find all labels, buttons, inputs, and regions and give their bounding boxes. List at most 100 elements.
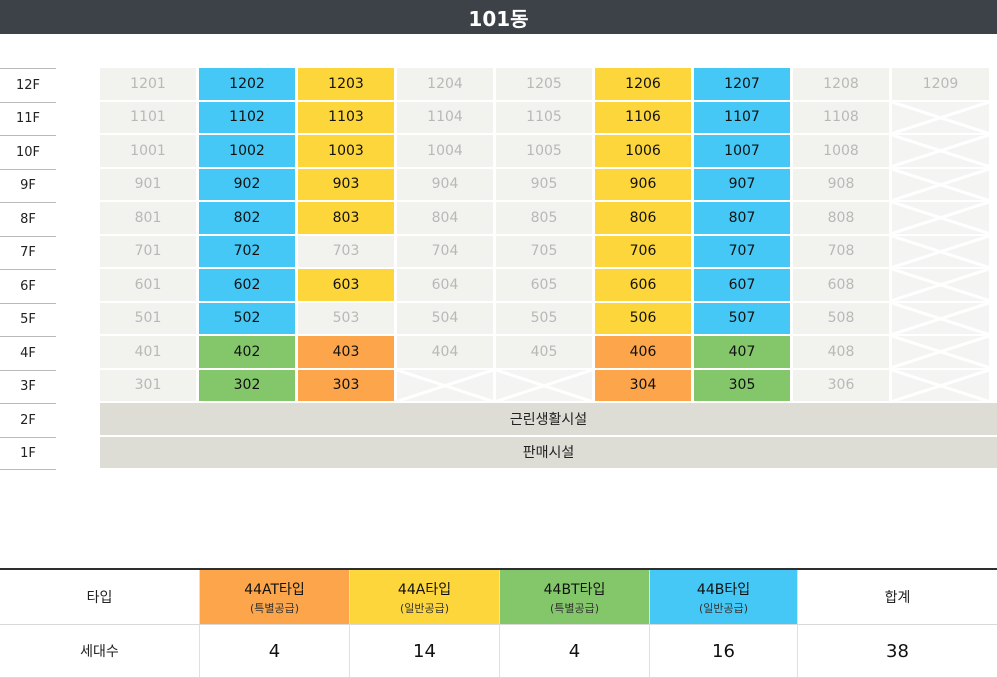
count-header: 세대수 bbox=[0, 625, 200, 677]
cross-icon bbox=[892, 102, 989, 134]
floor-row: 601 602 603 604 605 606 607 608 bbox=[100, 269, 997, 303]
unit-cell: 405 bbox=[496, 336, 592, 368]
cross-icon bbox=[892, 269, 989, 301]
floor-label: 3F bbox=[0, 369, 56, 404]
cross-icon bbox=[892, 336, 989, 368]
unit-cell-44B: 802 bbox=[199, 202, 295, 234]
unit-cell: 908 bbox=[793, 168, 889, 200]
unit-cell-44B: 907 bbox=[694, 168, 790, 200]
empty-unit-cell bbox=[892, 302, 989, 334]
unit-count: 16 bbox=[712, 640, 735, 662]
unit-cell: 1101 bbox=[100, 101, 196, 133]
type-supply: (일반공급) bbox=[698, 601, 749, 615]
facility-row: 판매시설 bbox=[100, 436, 997, 471]
facility-row: 근린생활시설 bbox=[100, 403, 997, 437]
unit-cell: 1201 bbox=[100, 68, 196, 100]
unit-cell-44A: 606 bbox=[595, 269, 691, 301]
unit-cell-44AT: 403 bbox=[298, 336, 394, 368]
floor-label: 8F bbox=[0, 202, 56, 236]
cross-icon bbox=[892, 236, 989, 268]
unit-cell: 904 bbox=[397, 168, 493, 200]
floor-row: 401 402 403 404 405 406 407 408 bbox=[100, 336, 997, 370]
unit-cell: 601 bbox=[100, 269, 196, 301]
type-name: 44A타입 bbox=[397, 581, 452, 598]
cross-icon bbox=[397, 370, 493, 402]
floor-label: 5F bbox=[0, 302, 56, 337]
floor-label: 9F bbox=[0, 168, 56, 203]
cross-icon bbox=[892, 135, 989, 167]
unit-cell: 1001 bbox=[100, 135, 196, 167]
count-cell-44BT: 4 bbox=[500, 625, 650, 677]
unit-cell: 503 bbox=[298, 302, 394, 334]
type-header: 타입 bbox=[0, 570, 200, 624]
unit-cell: 801 bbox=[100, 202, 196, 234]
floor-label: 12F bbox=[0, 68, 56, 102]
type-cell-44B: 44B타입 (일반공급) bbox=[650, 570, 798, 624]
floor-row: 901 902 903 904 905 906 907 908 bbox=[100, 168, 997, 203]
empty-unit-cell bbox=[892, 135, 989, 167]
unit-cell-44AT: 303 bbox=[298, 369, 394, 401]
type-cell-44A: 44A타입 (일반공급) bbox=[350, 570, 500, 624]
unit-cell: 306 bbox=[793, 369, 889, 401]
unit-cell-44B: 1107 bbox=[694, 101, 790, 133]
total-header: 합계 bbox=[884, 590, 911, 606]
unit-cell-44A: 1103 bbox=[298, 101, 394, 133]
unit-cell: 701 bbox=[100, 235, 196, 267]
unit-cell-44B: 1102 bbox=[199, 101, 295, 133]
unit-cell: 1108 bbox=[793, 101, 889, 133]
type-name: 44AT타입 bbox=[244, 581, 305, 598]
unit-cell-44A: 1006 bbox=[595, 135, 691, 167]
unit-cell: 1204 bbox=[397, 68, 493, 100]
unit-cell: 704 bbox=[397, 235, 493, 267]
unit-cell-44A: 706 bbox=[595, 235, 691, 267]
empty-unit-cell bbox=[892, 269, 989, 301]
count-cell-44B: 16 bbox=[650, 625, 798, 677]
empty-unit-cell bbox=[892, 235, 989, 268]
unit-cell-44A: 1106 bbox=[595, 101, 691, 133]
cross-icon bbox=[892, 370, 989, 402]
unit-cell-44B: 702 bbox=[199, 235, 295, 267]
unit-cell: 905 bbox=[496, 168, 592, 200]
unit-cell-44BT: 407 bbox=[694, 336, 790, 368]
unit-cell-44B: 1202 bbox=[199, 68, 295, 100]
summary-table: 타입 44AT타입 (특별공급) 44A타입 (일반공급) 44BT타입 (특별공급) 44… bbox=[0, 568, 997, 678]
unit-cell-44A: 806 bbox=[595, 202, 691, 234]
unit-cell-44BT: 305 bbox=[694, 369, 790, 401]
floor-labels: 12F 11F 10F 9F 8F 7F 6F 5F 4F 3F 2F 1F bbox=[0, 68, 56, 470]
empty-unit-cell bbox=[892, 168, 989, 200]
facility-label: 근린생활시설 bbox=[100, 403, 997, 435]
unit-cell-44B: 902 bbox=[199, 168, 295, 200]
type-supply: (특별공급) bbox=[549, 601, 600, 615]
unit-cell: 401 bbox=[100, 336, 196, 368]
cross-icon bbox=[496, 370, 592, 402]
unit-cell: 604 bbox=[397, 269, 493, 301]
unit-cell: 703 bbox=[298, 235, 394, 267]
unit-cell-44AT: 406 bbox=[595, 336, 691, 368]
total-count: 38 bbox=[798, 625, 997, 677]
unit-cell-44A: 1206 bbox=[595, 68, 691, 100]
unit-cell: 504 bbox=[397, 302, 493, 334]
unit-cell: 505 bbox=[496, 302, 592, 334]
unit-count: 4 bbox=[568, 640, 581, 662]
floor-row: 801 802 803 804 805 806 807 808 bbox=[100, 202, 997, 236]
unit-cell-44A: 906 bbox=[595, 168, 691, 200]
floor-label: 1F bbox=[0, 436, 56, 470]
unit-cell-44A: 506 bbox=[595, 302, 691, 334]
unit-cell-44B: 807 bbox=[694, 202, 790, 234]
floor-label: 11F bbox=[0, 101, 56, 136]
unit-cell-44B: 607 bbox=[694, 269, 790, 301]
unit-cell-44B: 707 bbox=[694, 235, 790, 267]
summary-count-row: 세대수 4 14 4 16 38 bbox=[0, 625, 997, 678]
type-supply: (특별공급) bbox=[249, 601, 300, 615]
floor-row: 701 702 703 704 705 706 707 708 bbox=[100, 235, 997, 270]
unit-cell: 1104 bbox=[397, 101, 493, 133]
unit-cell: 301 bbox=[100, 369, 196, 401]
type-cell-44AT: 44AT타입 (특별공급) bbox=[200, 570, 350, 624]
count-cell-44A: 14 bbox=[350, 625, 500, 677]
unit-cell: 1005 bbox=[496, 135, 592, 167]
floor-row: 1001 1002 1003 1004 1005 1006 1007 1008 bbox=[100, 135, 997, 169]
unit-cell-44B: 1007 bbox=[694, 135, 790, 167]
floor-label: 4F bbox=[0, 336, 56, 370]
floor-row: 1201 1202 1203 1204 1205 1206 1207 1208 1209 bbox=[100, 68, 997, 102]
unit-cell: 501 bbox=[100, 302, 196, 334]
